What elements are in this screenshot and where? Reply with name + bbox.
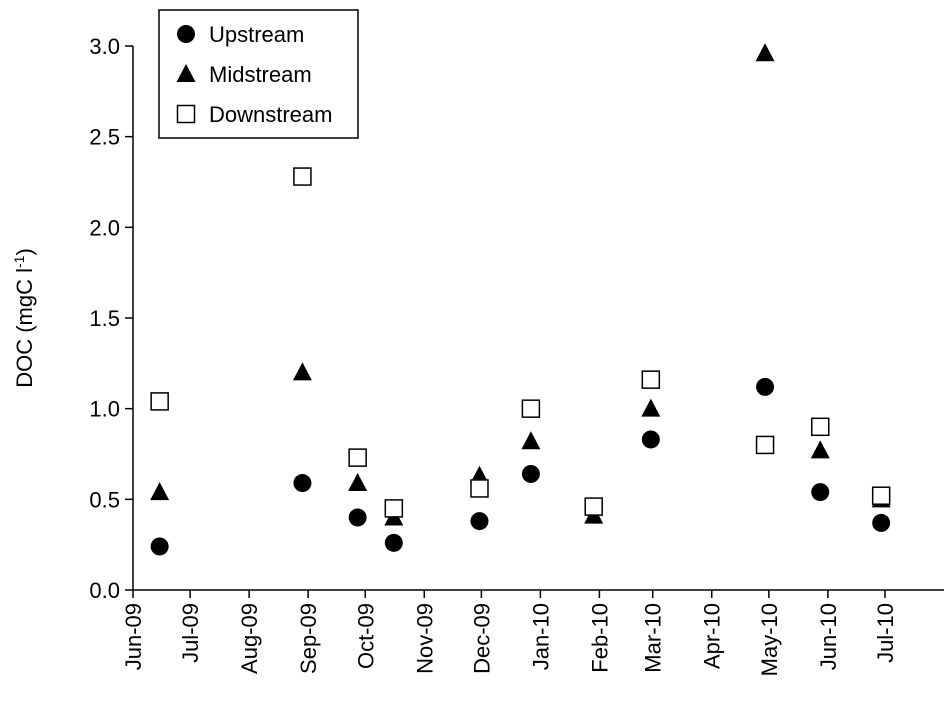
y-axis-title-main: DOC (mgC l: [12, 268, 37, 388]
upstream-point: [150, 537, 169, 556]
downstream-point: [348, 448, 367, 467]
x-tick-label: May-10: [757, 603, 782, 676]
midstream-point: [641, 398, 661, 417]
data-marks: [150, 43, 891, 556]
legend-upstream-label: Upstream: [209, 22, 304, 47]
midstream-point: [292, 362, 312, 381]
y-tick-label: 2.0: [89, 215, 120, 240]
downstream-point: [641, 370, 661, 389]
midstream-point: [348, 473, 368, 492]
x-tick-label: Jan-10: [528, 603, 553, 670]
upstream-point: [384, 533, 403, 552]
y-axis-title: DOC (mgC l-1): [11, 248, 37, 388]
downstream-point: [150, 392, 169, 411]
midstream-point: [150, 482, 170, 501]
upstream-point: [872, 513, 891, 532]
midstream-point: [755, 43, 775, 62]
x-tick-label: Jun-10: [816, 603, 841, 670]
upstream-point: [641, 430, 660, 449]
x-tick-label: Jul-10: [873, 603, 898, 663]
x-tick-label: Jun-09: [121, 603, 146, 670]
y-tick-label: 3.0: [89, 34, 120, 59]
downstream-point: [521, 399, 541, 418]
upstream-point: [521, 464, 540, 483]
downstream-point: [293, 167, 312, 186]
x-tick-label: Sep-09: [296, 603, 321, 674]
downstream-point: [470, 479, 489, 498]
x-tick-label: Oct-09: [353, 603, 378, 669]
downstream-point: [811, 417, 830, 437]
midstream-point: [521, 431, 541, 450]
axes: 0.0 0.5 1.0 1.5 2.0 2.5 3.0 Jun-09 Jul-09 Aug-09 S…: [89, 34, 944, 676]
legend: Upstream Midstream Downstream: [158, 9, 359, 139]
downstream-point: [384, 499, 404, 518]
upstream-point: [811, 483, 830, 502]
y-tick-label: 2.5: [89, 125, 120, 150]
downstream-point: [755, 435, 775, 455]
x-tick-label: Jul-09: [178, 603, 203, 663]
upstream-point: [348, 508, 367, 527]
legend-midstream-label: Midstream: [209, 62, 312, 87]
series-downstream: [150, 167, 891, 518]
y-tick-label: 1.5: [89, 306, 120, 331]
legend-downstream-marker: [176, 104, 196, 124]
y-tick-label: 0.5: [89, 487, 120, 512]
x-tick-label: Mar-10: [641, 603, 666, 673]
legend-midstream-marker: [176, 64, 196, 82]
x-tick-label: Apr-10: [700, 603, 725, 669]
x-tick-label: Nov-09: [412, 603, 437, 674]
legend-upstream-marker: [177, 25, 195, 43]
y-axis-title-suffix: ): [12, 248, 37, 255]
y-tick-label: 0.0: [89, 578, 120, 603]
legend-downstream-label: Downstream: [209, 102, 332, 127]
upstream-point: [293, 474, 312, 493]
upstream-point: [470, 512, 489, 531]
downstream-point: [871, 486, 891, 505]
x-tick-label: Dec-09: [469, 603, 494, 674]
y-tick-label: 1.0: [89, 397, 120, 422]
x-tick-label: Aug-09: [237, 603, 262, 674]
x-tick-label: Feb-10: [587, 603, 612, 673]
series-upstream: [150, 377, 891, 556]
y-axis-title-superscript: -1: [11, 255, 27, 268]
downstream-point: [584, 497, 603, 516]
midstream-point: [810, 440, 830, 459]
upstream-point: [756, 377, 775, 396]
